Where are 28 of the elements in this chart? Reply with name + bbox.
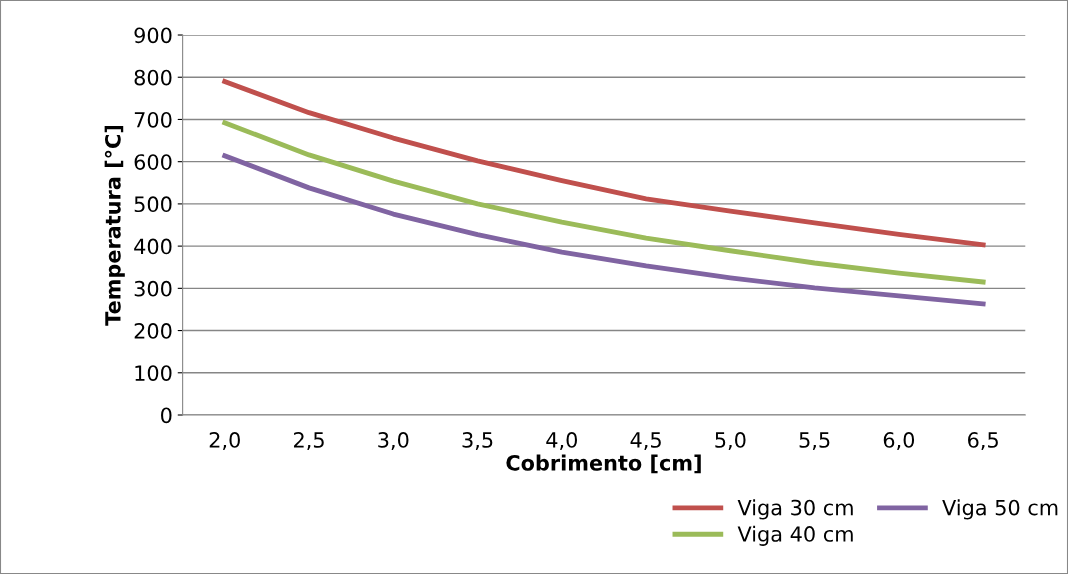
y-tick-label: 800: [134, 69, 172, 86]
y-tick-label: 400: [134, 238, 172, 255]
y-axis-title: Temperatura [°C]: [104, 125, 125, 326]
y-tick-label: 100: [135, 365, 172, 381]
legend-label: Viga 40 cm: [737, 525, 853, 546]
x-tick-label: 5,5: [799, 432, 830, 450]
x-tick-label: 6,5: [968, 432, 998, 450]
y-tick-label: 500: [134, 196, 172, 213]
line-series: [222, 79, 986, 248]
legend-label: Viga 30 cm: [737, 499, 853, 520]
x-tick-label: 4,5: [630, 432, 661, 450]
x-tick-label: 2,5: [293, 432, 324, 450]
y-tick-label: 200: [134, 323, 172, 339]
x-tick-label: 4,0: [546, 432, 577, 450]
x-tick-label: 5,0: [715, 432, 746, 450]
x-tick-label: 3,0: [378, 432, 409, 450]
line-series: [222, 120, 986, 285]
y-tick-label: 300: [134, 280, 172, 297]
x-tick-label: 3,5: [462, 432, 493, 450]
y-tick-label: 600: [134, 154, 172, 170]
line-series: [222, 153, 986, 307]
x-axis-title: Cobrimento [cm]: [506, 454, 701, 474]
x-tick-label: 2,0: [209, 432, 240, 450]
legend-label: Viga 50 cm: [942, 499, 1058, 520]
y-tick-label: 0: [161, 407, 172, 424]
y-tick-label: 700: [134, 111, 172, 128]
x-tick-label: 6,0: [883, 432, 915, 450]
y-tick-label: 900: [134, 27, 172, 44]
